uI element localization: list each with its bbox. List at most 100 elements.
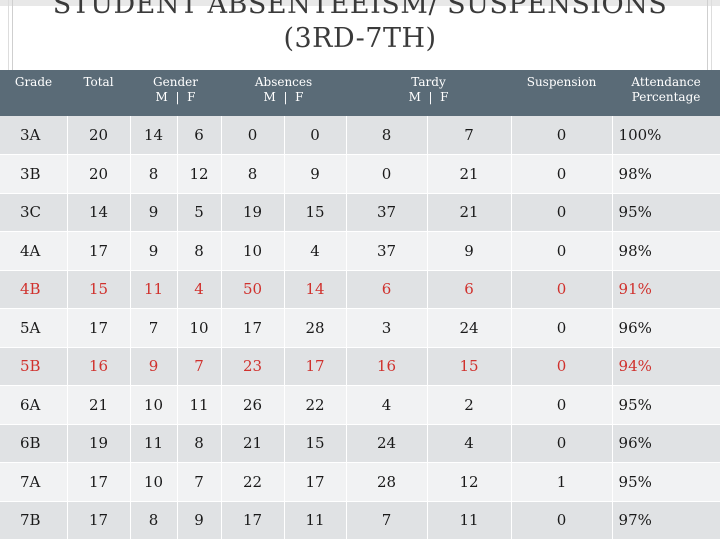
cell-tardy-f: 9 (427, 231, 512, 271)
table-row: 6B 19 11 8 21 15 24 4 0 96% (0, 424, 720, 463)
cell-tardy-m: 37 (346, 231, 428, 271)
cell-tardy-m: 37 (346, 193, 428, 232)
cell-absences-f: 11 (284, 501, 347, 540)
cell-grade: 6A (0, 385, 68, 425)
cell-tardy-f: 15 (427, 347, 512, 386)
cell-absences-f: 9 (284, 154, 347, 194)
cell-attendance: 95% (612, 462, 720, 502)
cell-attendance: 94% (612, 347, 720, 386)
cell-tardy-f: 7 (427, 116, 512, 155)
cell-tardy-f: 6 (427, 270, 512, 309)
slide-title-line2: (3RD-7TH) (283, 23, 437, 54)
cell-absences-m: 21 (221, 424, 285, 463)
cell-gender-f: 12 (177, 154, 222, 194)
table-row: 5A 17 7 10 17 28 3 24 0 96% (0, 308, 720, 348)
cell-attendance: 97% (612, 501, 720, 540)
slide-frame-rule-right-outer (711, 0, 712, 72)
cell-gender-f: 11 (177, 385, 222, 425)
table-row: 3A 20 14 6 0 0 8 7 0 100% (0, 116, 720, 155)
cell-suspension: 0 (511, 231, 613, 271)
cell-absences-m: 8 (221, 154, 285, 194)
cell-suspension: 0 (511, 347, 613, 386)
cell-gender-m: 10 (130, 385, 178, 425)
cell-suspension: 0 (511, 154, 613, 194)
cell-tardy-f: 21 (427, 154, 512, 194)
slide-top-band (0, 0, 720, 6)
cell-gender-f: 7 (177, 462, 222, 502)
header-attendance-line1: Attendance (631, 75, 701, 89)
cell-tardy-m: 24 (346, 424, 428, 463)
slide-title-line1: STUDENT ABSENTEEISM/ SUSPENSIONS (52, 0, 668, 20)
cell-gender-m: 8 (130, 154, 178, 194)
cell-total: 16 (67, 347, 131, 386)
cell-grade: 5A (0, 308, 68, 348)
cell-suspension: 1 (511, 462, 613, 502)
cell-total: 14 (67, 193, 131, 232)
cell-attendance: 91% (612, 270, 720, 309)
table-row: 7B 17 8 9 17 11 7 11 0 97% (0, 501, 720, 540)
cell-total: 17 (67, 308, 131, 348)
cell-grade: 7B (0, 501, 68, 540)
cell-grade: 7A (0, 462, 68, 502)
cell-gender-m: 9 (130, 193, 178, 232)
cell-absences-f: 17 (284, 462, 347, 502)
cell-attendance: 95% (612, 193, 720, 232)
cell-gender-f: 9 (177, 501, 222, 540)
cell-suspension: 0 (511, 308, 613, 348)
cell-gender-f: 5 (177, 193, 222, 232)
cell-attendance: 95% (612, 385, 720, 425)
header-attendance: Attendance Percentage (612, 70, 720, 116)
cell-absences-m: 17 (221, 308, 285, 348)
cell-gender-m: 10 (130, 462, 178, 502)
cell-total: 17 (67, 501, 131, 540)
header-suspension: Suspension (526, 75, 597, 89)
cell-absences-f: 15 (284, 424, 347, 463)
cell-tardy-m: 8 (346, 116, 428, 155)
cell-gender-m: 9 (130, 347, 178, 386)
absenteeism-table: Grade Total Gender M | F Absences M | F … (0, 70, 720, 540)
header-absences-sub: M | F (263, 90, 304, 104)
cell-attendance: 96% (612, 308, 720, 348)
cell-gender-f: 4 (177, 270, 222, 309)
cell-attendance: 100% (612, 116, 720, 155)
cell-absences-m: 22 (221, 462, 285, 502)
cell-tardy-f: 11 (427, 501, 512, 540)
cell-total: 17 (67, 231, 131, 271)
cell-grade: 3C (0, 193, 68, 232)
cell-gender-m: 11 (130, 424, 178, 463)
header-tardy-label: Tardy (411, 75, 446, 89)
cell-absences-m: 26 (221, 385, 285, 425)
cell-gender-f: 6 (177, 116, 222, 155)
cell-tardy-m: 6 (346, 270, 428, 309)
header-gender-sub: M | F (155, 90, 196, 104)
table-row: 6A 21 10 11 26 22 4 2 0 95% (0, 385, 720, 425)
table-header-row: Grade Total Gender M | F Absences M | F … (0, 70, 720, 116)
table-row: 3C 14 9 5 19 15 37 21 0 95% (0, 193, 720, 232)
table-row: 3B 20 8 12 8 9 0 21 0 98% (0, 154, 720, 194)
header-total: Total (83, 75, 114, 89)
cell-grade: 3B (0, 154, 68, 194)
slide-frame-rule-left (12, 0, 13, 72)
cell-absences-m: 50 (221, 270, 285, 309)
cell-absences-f: 0 (284, 116, 347, 155)
cell-grade: 6B (0, 424, 68, 463)
cell-absences-m: 10 (221, 231, 285, 271)
cell-total: 20 (67, 116, 131, 155)
cell-total: 15 (67, 270, 131, 309)
cell-absences-m: 0 (221, 116, 285, 155)
cell-total: 21 (67, 385, 131, 425)
cell-grade: 3A (0, 116, 68, 155)
cell-gender-m: 11 (130, 270, 178, 309)
header-tardy-sub: M | F (408, 90, 449, 104)
slide-frame-rule-left-outer (8, 0, 9, 72)
cell-absences-f: 17 (284, 347, 347, 386)
cell-absences-m: 19 (221, 193, 285, 232)
cell-tardy-m: 16 (346, 347, 428, 386)
cell-tardy-m: 28 (346, 462, 428, 502)
cell-attendance: 98% (612, 154, 720, 194)
cell-tardy-f: 2 (427, 385, 512, 425)
cell-tardy-f: 4 (427, 424, 512, 463)
cell-absences-m: 23 (221, 347, 285, 386)
cell-tardy-m: 3 (346, 308, 428, 348)
cell-gender-f: 8 (177, 231, 222, 271)
